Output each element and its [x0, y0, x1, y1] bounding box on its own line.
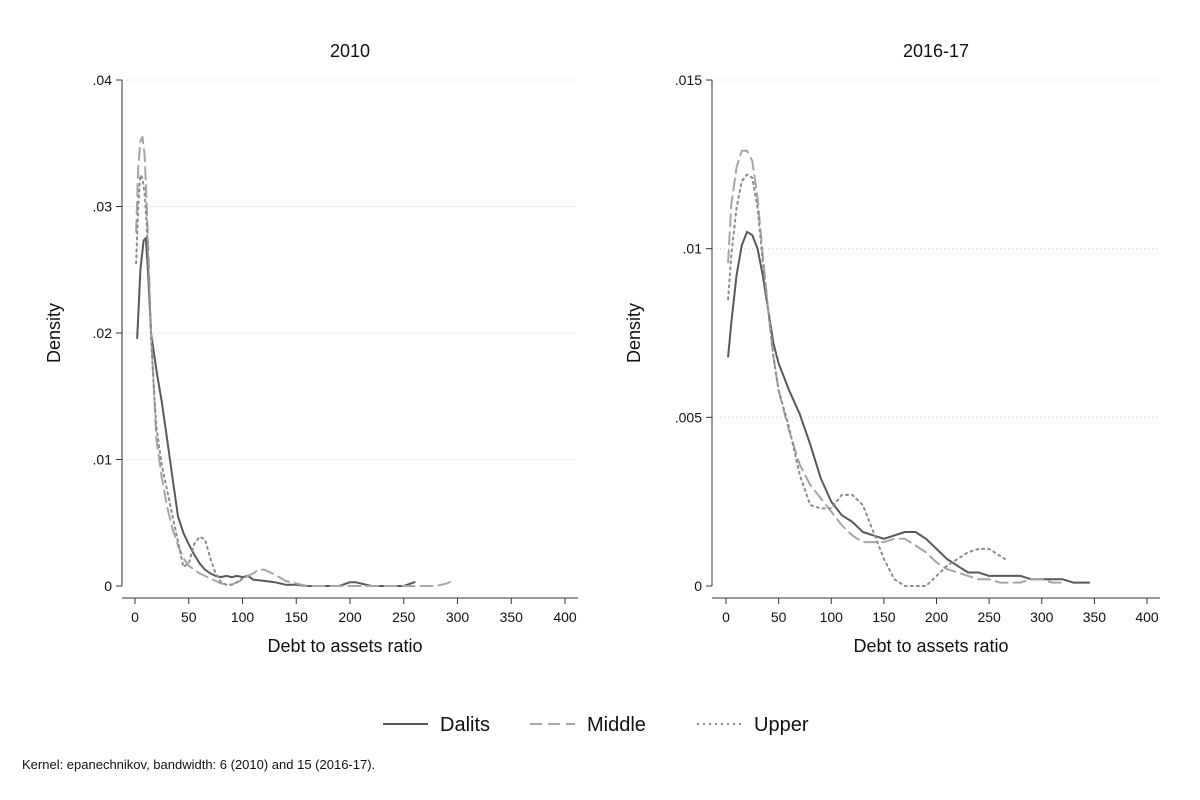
- x-tick-label: 100: [820, 609, 844, 625]
- y-tick-label: .04: [93, 72, 113, 88]
- series-line-middle: [135, 135, 454, 587]
- x-tick-label: 150: [872, 609, 896, 625]
- x-tick-label: 400: [1135, 609, 1159, 625]
- y-tick-label: .005: [675, 409, 702, 425]
- legend: Dalits Middle Upper: [383, 714, 809, 736]
- x-tick-label: 400: [553, 609, 577, 625]
- x-tick-label: 300: [1030, 609, 1054, 625]
- chart-title: 2010: [330, 41, 370, 61]
- x-tick-label: 50: [181, 609, 197, 625]
- x-tick-label: 0: [131, 609, 139, 625]
- figure-note: Kernel: epanechnikov, bandwidth: 6 (2010…: [22, 757, 376, 772]
- x-tick-label: 200: [338, 609, 362, 625]
- y-tick-label: .02: [93, 325, 113, 341]
- series-line-upper: [727, 173, 1006, 587]
- y-tick-label: .015: [675, 72, 702, 88]
- series-line-dalits: [727, 230, 1091, 584]
- x-axis-label: Debt to assets ratio: [267, 636, 422, 656]
- x-tick-label: 350: [500, 609, 524, 625]
- y-tick-label: .01: [93, 452, 113, 468]
- y-tick-label: .03: [93, 199, 113, 215]
- series-line-dalits: [136, 237, 416, 587]
- y-axis-label: Density: [44, 303, 64, 363]
- y-axis-label: Density: [624, 303, 644, 363]
- y-tick-label: .01: [683, 241, 703, 257]
- chart-panel-2: 0 .005 .01 .015 0 50 100 150 200 250 300 350 400 2016…: [624, 41, 1160, 656]
- y-tick-label: 0: [104, 578, 112, 594]
- x-tick-label: 50: [771, 609, 787, 625]
- y-tick-label: 0: [694, 578, 702, 594]
- legend-label-upper: Upper: [754, 714, 809, 736]
- chart-title: 2016-17: [903, 41, 969, 61]
- x-tick-label: 0: [722, 609, 730, 625]
- x-tick-label: 150: [285, 609, 309, 625]
- x-tick-label: 300: [446, 609, 470, 625]
- legend-label-dalits: Dalits: [440, 714, 490, 736]
- legend-label-middle: Middle: [587, 714, 646, 736]
- series-line-middle: [727, 149, 1064, 584]
- series-line-upper: [135, 173, 244, 586]
- x-tick-label: 350: [1083, 609, 1107, 625]
- chart-panel-1: 0 .01 .02 .03 .04 0 50 100 150 200 250 300 350 400 201…: [44, 41, 578, 656]
- x-tick-label: 200: [925, 609, 949, 625]
- x-tick-label: 100: [231, 609, 255, 625]
- x-tick-label: 250: [392, 609, 416, 625]
- x-tick-label: 250: [977, 609, 1001, 625]
- x-axis-label: Debt to assets ratio: [853, 636, 1008, 656]
